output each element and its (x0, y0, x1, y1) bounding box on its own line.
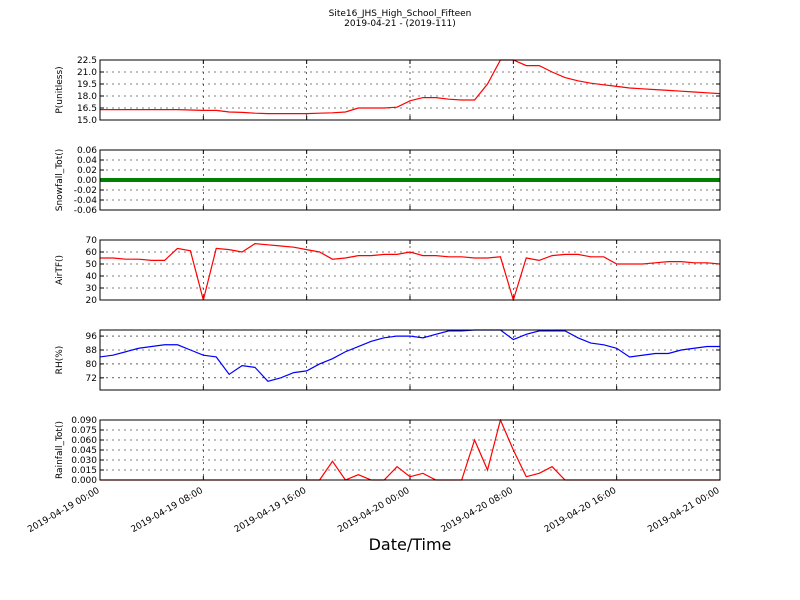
y-tick-label: 0.015 (71, 466, 97, 476)
x-axis-label: Date/Time (369, 535, 452, 554)
plot-frame (99, 149, 721, 211)
y-tick-label: 0.045 (71, 446, 97, 456)
y-axis-label: P(unitless) (55, 66, 65, 113)
y-tick-label: 96 (86, 332, 98, 342)
y-axis-label: RH(%) (55, 346, 65, 375)
y-tick-label: -0.04 (74, 196, 98, 206)
y-tick-label: 0.090 (71, 416, 97, 426)
data-line (100, 329, 720, 382)
y-tick-label: 30 (86, 284, 98, 294)
plot-frame (99, 239, 721, 301)
y-tick-label: 88 (86, 346, 98, 356)
y-tick-label: 15.0 (77, 116, 97, 126)
y-tick-label: 70 (86, 236, 98, 246)
chart-title: Site16_JHS_High_School_Fifteen (329, 9, 472, 19)
y-tick-label: 0.02 (77, 166, 97, 176)
y-tick-label: 16.5 (77, 104, 97, 114)
y-tick-label: 40 (86, 272, 98, 282)
y-tick-label: -0.02 (74, 186, 97, 196)
y-tick-label: 0.030 (71, 456, 97, 466)
plot-frame (99, 329, 721, 391)
y-tick-label: 21.0 (77, 68, 97, 78)
y-tick-label: 0.075 (71, 426, 97, 436)
y-tick-label: 0.00 (77, 176, 97, 186)
y-tick-label: 18.0 (77, 92, 97, 102)
y-axis-label: AirTF() (55, 255, 65, 285)
y-axis-label: Rainfall_Tot() (55, 421, 65, 479)
y-tick-label: 22.5 (77, 56, 97, 66)
y-tick-label: 72 (86, 374, 97, 384)
y-tick-label: -0.06 (74, 206, 98, 216)
y-tick-label: 50 (86, 260, 98, 270)
y-tick-label: 20 (86, 296, 98, 306)
chart-subtitle: 2019-04-21 - (2019-111) (344, 19, 456, 29)
plot-frame (99, 59, 721, 121)
y-tick-label: 0.060 (71, 436, 97, 446)
y-tick-label: 0.06 (77, 146, 97, 156)
data-line (100, 59, 720, 115)
y-axis-label: Snowfall_Tot() (55, 149, 65, 212)
y-tick-label: 60 (86, 248, 98, 258)
y-tick-label: 0.000 (71, 476, 97, 486)
y-tick-label: 0.04 (77, 156, 97, 166)
y-tick-label: 19.5 (77, 80, 97, 90)
y-tick-label: 80 (86, 360, 98, 370)
plot-frame (99, 419, 721, 481)
